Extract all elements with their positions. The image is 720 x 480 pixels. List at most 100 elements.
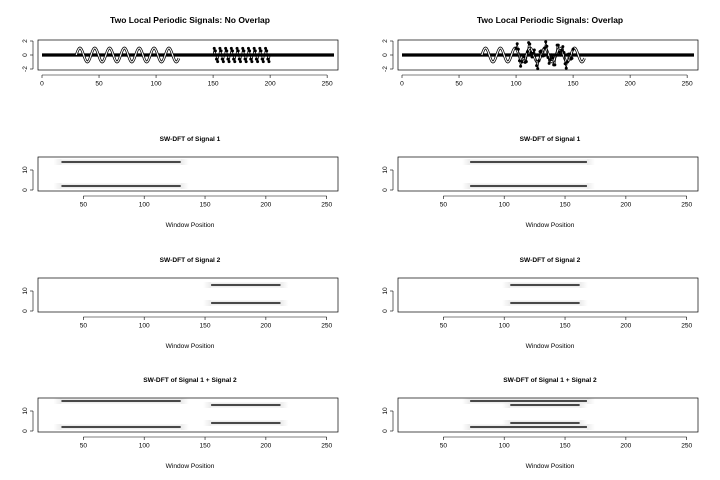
x-tick-label: 250 bbox=[321, 443, 332, 450]
x-tick-label: 200 bbox=[620, 323, 631, 330]
plot-box bbox=[397, 39, 699, 71]
x-tick-label: 250 bbox=[681, 443, 692, 450]
y-tick-label: 10 bbox=[382, 166, 389, 174]
x-tick-label: 150 bbox=[208, 81, 219, 88]
y-tick-label: 10 bbox=[382, 407, 389, 415]
signal2-point bbox=[252, 46, 256, 50]
x-tick-label: 150 bbox=[200, 443, 211, 450]
x-tick-label: 100 bbox=[499, 202, 510, 209]
band-fade-left bbox=[203, 300, 212, 306]
band-fade-left bbox=[203, 420, 212, 426]
band-fade-right bbox=[280, 420, 289, 426]
signal2-point bbox=[237, 57, 241, 61]
band-fade-left bbox=[53, 183, 62, 189]
signal2-point bbox=[545, 44, 549, 48]
y-tick-label: 0 bbox=[22, 188, 29, 192]
signal2-point bbox=[245, 53, 249, 57]
signal2-point bbox=[235, 46, 239, 50]
signal2-point bbox=[264, 46, 268, 50]
signal2-point bbox=[251, 53, 255, 57]
signal2-point bbox=[562, 51, 566, 55]
panel-swdft-signal2-right: SW-DFT of Signal 2 50 100 150 200 250 0 10 Win… bbox=[382, 257, 699, 350]
signal2-point bbox=[266, 57, 270, 61]
signal2-point bbox=[240, 53, 244, 57]
y-tick-label: 2 bbox=[22, 39, 29, 43]
y-tick-label: 0 bbox=[382, 309, 389, 313]
x-tick-label: 200 bbox=[620, 443, 631, 450]
band-fade-right bbox=[579, 300, 588, 306]
x-tick-label: 250 bbox=[321, 323, 332, 330]
band-fade-left bbox=[203, 402, 212, 408]
signal2-point bbox=[213, 49, 217, 53]
y-tick-label: 0 bbox=[382, 53, 389, 57]
signal2-point bbox=[236, 49, 240, 53]
signal2-point bbox=[265, 49, 269, 53]
band-fade-right bbox=[180, 159, 189, 165]
y-tick-label: 0 bbox=[382, 429, 389, 433]
x-tick-label: 100 bbox=[511, 81, 522, 88]
x-tick-label: 150 bbox=[560, 202, 571, 209]
signal2-point bbox=[563, 62, 567, 66]
band-fade-right bbox=[180, 183, 189, 189]
band-fade-right bbox=[280, 402, 289, 408]
signal2-point bbox=[536, 67, 540, 71]
signal2-point bbox=[532, 48, 536, 52]
x-tick-label: 0 bbox=[400, 81, 404, 88]
x-tick-label: 150 bbox=[560, 323, 571, 330]
x-tick-label: 50 bbox=[440, 202, 448, 209]
y-tick-label: 0 bbox=[22, 309, 29, 313]
signal2-point bbox=[565, 60, 569, 64]
x-tick-label: 200 bbox=[260, 202, 271, 209]
signal2-point bbox=[217, 53, 221, 57]
band-fade-left bbox=[53, 424, 62, 430]
signal2-point bbox=[533, 54, 537, 58]
signal2-point bbox=[253, 49, 257, 53]
band-fade-left bbox=[502, 300, 511, 306]
y-tick-label: 10 bbox=[22, 407, 29, 415]
band-fade-right bbox=[586, 398, 595, 404]
x-tick-label: 100 bbox=[139, 443, 150, 450]
panel-signal-no-overlap: Two Local Periodic Signals: No Overlap 0… bbox=[22, 15, 339, 88]
signal2-point bbox=[570, 56, 574, 60]
y-tick-label: 2 bbox=[382, 39, 389, 43]
x-tick-label: 200 bbox=[265, 81, 276, 88]
plot-box bbox=[397, 397, 699, 433]
band-fade-right bbox=[586, 183, 595, 189]
signal2-point bbox=[229, 46, 233, 50]
band-fade-right bbox=[579, 402, 588, 408]
band-fade-left bbox=[502, 282, 511, 288]
signal2-point bbox=[238, 60, 242, 64]
signal2-point bbox=[549, 53, 553, 57]
signal2-point bbox=[524, 60, 528, 64]
y-tick-label: 10 bbox=[382, 287, 389, 295]
y-tick-label: -2 bbox=[22, 66, 29, 72]
signal2-point bbox=[551, 56, 555, 60]
signal2-point bbox=[571, 47, 575, 51]
x-axis-label: Window Position bbox=[166, 222, 215, 229]
x-tick-label: 50 bbox=[80, 443, 88, 450]
signal2-point bbox=[519, 64, 523, 68]
x-axis-label: Window Position bbox=[526, 463, 575, 470]
x-tick-label: 100 bbox=[499, 443, 510, 450]
signal2-point bbox=[522, 55, 526, 59]
panel-signal-overlap: Two Local Periodic Signals: Overlap 0 50 1… bbox=[382, 15, 699, 88]
signal2-point bbox=[254, 57, 258, 61]
x-tick-label: 150 bbox=[568, 81, 579, 88]
y-tick-label: 0 bbox=[22, 429, 29, 433]
signal2-point bbox=[234, 53, 238, 57]
band-fade-left bbox=[502, 402, 511, 408]
x-tick-label: 100 bbox=[139, 202, 150, 209]
band-fade-left bbox=[53, 159, 62, 165]
signal2-point bbox=[258, 46, 262, 50]
signal2-point bbox=[225, 49, 229, 53]
x-tick-label: 100 bbox=[499, 323, 510, 330]
panel-swdft-sum-right: SW-DFT of Signal 1 + Signal 2 50 100 150 20… bbox=[382, 377, 699, 470]
band-fade-left bbox=[203, 282, 212, 288]
signal2-point bbox=[260, 57, 264, 61]
panel-swdft-sum-left: SW-DFT of Signal 1 + Signal 2 50 100 150 20… bbox=[22, 377, 339, 470]
signal2-point bbox=[261, 60, 265, 64]
signal2-point bbox=[223, 53, 226, 57]
signal2-point bbox=[215, 57, 219, 61]
signal2-point bbox=[219, 49, 223, 53]
band-fade-right bbox=[280, 282, 289, 288]
